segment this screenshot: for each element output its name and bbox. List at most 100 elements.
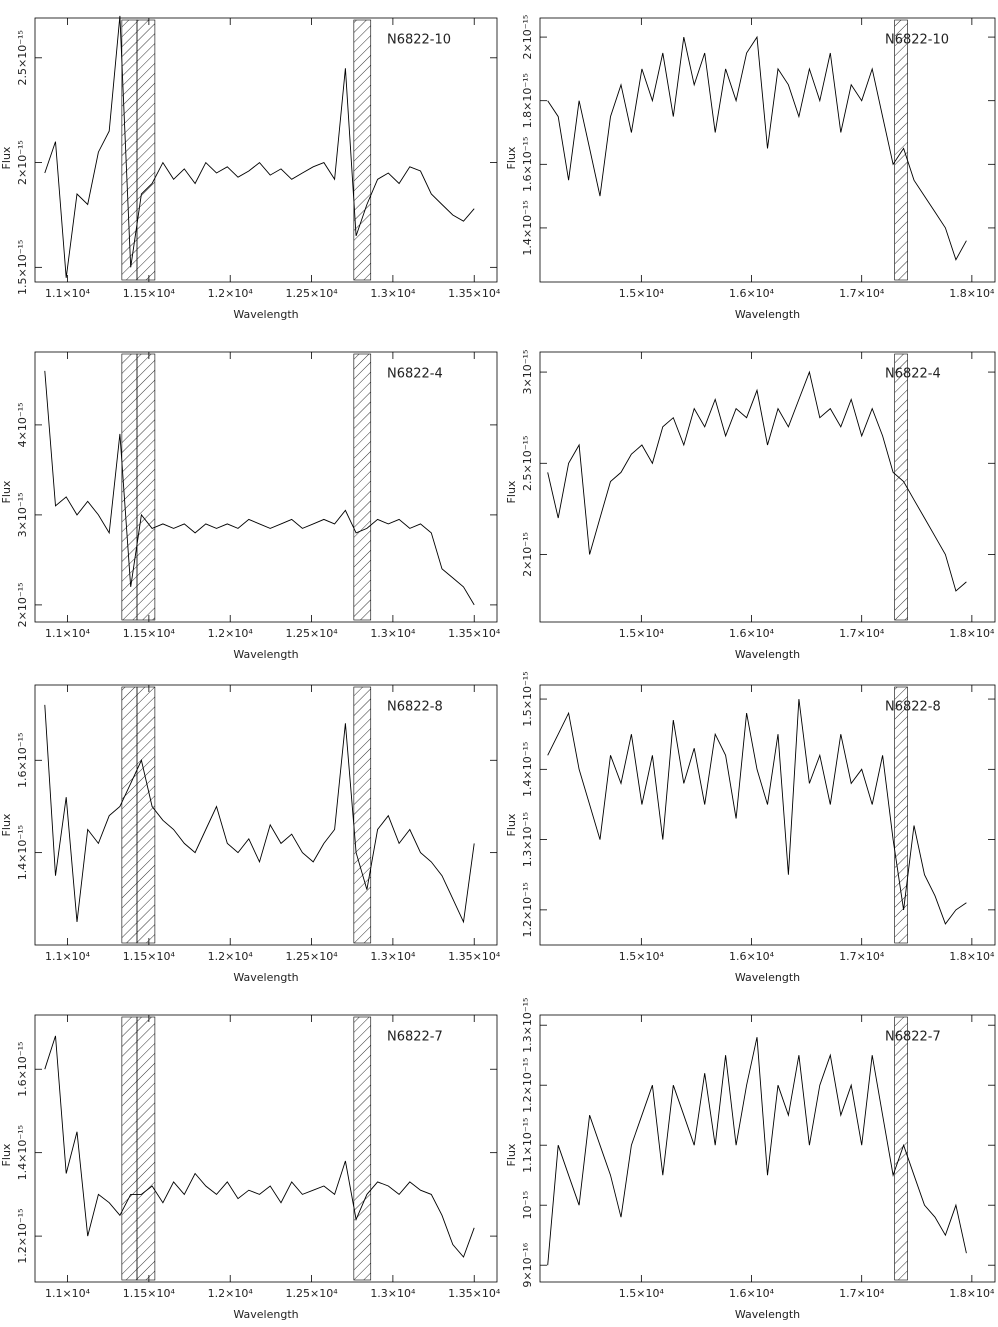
shaded-region — [136, 19, 156, 281]
y-tick-label: 4×10⁻¹⁵ — [16, 402, 29, 447]
panel-label: N6822-4 — [387, 367, 443, 382]
panel-label: N6822-7 — [885, 1030, 941, 1045]
x-axis-label: Wavelength — [233, 308, 298, 321]
shaded-region — [894, 353, 908, 621]
x-tick-label: 1.6×10⁴ — [729, 1287, 775, 1300]
plot-frame — [34, 351, 498, 623]
x-tick-label: 1.35×10⁴ — [448, 950, 501, 963]
shaded-region — [353, 353, 372, 621]
y-tick-label: 1.4×10⁻¹⁵ — [16, 1125, 29, 1180]
x-axis-label: Wavelength — [233, 648, 298, 661]
spectrum-line — [44, 15, 475, 278]
y-tick-label: 1.2×10⁻¹⁵ — [16, 1208, 29, 1263]
x-tick-label: 1.8×10⁴ — [949, 287, 995, 300]
spectrum-line — [44, 1035, 475, 1258]
panel-label: N6822-10 — [885, 33, 949, 48]
panel-label: N6822-7 — [387, 1030, 443, 1045]
y-tick-label: 1.5×10⁻¹⁵ — [521, 671, 534, 726]
plot-frame — [539, 684, 996, 946]
y-tick-label: 9×10⁻¹⁶ — [521, 1242, 534, 1287]
shaded-region — [121, 353, 138, 621]
y-tick-label: 3×10⁻¹⁵ — [521, 350, 534, 395]
x-tick-label: 1.5×10⁴ — [619, 287, 665, 300]
plot-frame — [34, 1014, 498, 1283]
y-axis-label: Flux — [505, 480, 518, 503]
shaded-region — [353, 1016, 372, 1281]
spectrum-line — [547, 35, 967, 261]
x-tick-label: 1.7×10⁴ — [839, 287, 885, 300]
y-tick-label: 1.6×10⁻¹⁵ — [16, 733, 29, 788]
x-tick-label: 1.3×10⁴ — [370, 950, 416, 963]
plot-frame — [539, 17, 996, 283]
x-axis-label: Wavelength — [233, 971, 298, 984]
x-axis-label: Wavelength — [735, 308, 800, 321]
spectrum-line — [44, 704, 475, 924]
shaded-region — [136, 353, 156, 621]
y-tick-label: 1.5×10⁻¹⁵ — [16, 240, 29, 295]
y-tick-label: 1.3×10⁻¹⁵ — [521, 998, 534, 1053]
y-tick-label: 1.4×10⁻¹⁵ — [521, 200, 534, 255]
x-axis-label: Wavelength — [735, 971, 800, 984]
panel-label: N6822-8 — [885, 700, 941, 715]
panel-label: N6822-10 — [387, 33, 451, 48]
x-tick-label: 1.5×10⁴ — [619, 1287, 665, 1300]
panel-label: N6822-4 — [885, 367, 941, 382]
spectrum-line — [547, 1037, 967, 1266]
shaded-region — [136, 686, 156, 944]
y-tick-label: 1.3×10⁻¹⁵ — [521, 812, 534, 867]
shaded-region — [121, 686, 138, 944]
x-axis-label: Wavelength — [233, 1308, 298, 1321]
shaded-region — [894, 686, 908, 944]
shaded-region — [894, 19, 908, 281]
y-tick-label: 2×10⁻¹⁵ — [521, 15, 534, 60]
plot-frame — [539, 351, 996, 623]
y-tick-label: 1.2×10⁻¹⁵ — [521, 882, 534, 937]
x-tick-label: 1.15×10⁴ — [123, 627, 176, 640]
y-tick-label: 1.4×10⁻¹⁵ — [521, 742, 534, 797]
y-axis-label: Flux — [505, 1143, 518, 1166]
y-tick-label: 2.5×10⁻¹⁵ — [521, 436, 534, 491]
panel-label: N6822-8 — [387, 700, 443, 715]
y-tick-label: 1.8×10⁻¹⁵ — [521, 73, 534, 128]
plot-frame — [539, 1014, 996, 1283]
y-tick-label: 1.4×10⁻¹⁵ — [16, 825, 29, 880]
y-axis-label: Flux — [0, 146, 13, 169]
spectrum-line — [547, 699, 967, 925]
x-tick-label: 1.2×10⁴ — [208, 627, 254, 640]
y-tick-label: 1.1×10⁻¹⁵ — [521, 1118, 534, 1173]
x-tick-label: 1.3×10⁴ — [370, 287, 416, 300]
x-tick-label: 1.3×10⁴ — [370, 1287, 416, 1300]
y-axis-label: Flux — [505, 813, 518, 836]
x-tick-label: 1.2×10⁴ — [208, 1287, 254, 1300]
shaded-region — [121, 1016, 138, 1281]
plot-frame — [34, 17, 498, 283]
x-tick-label: 1.15×10⁴ — [123, 950, 176, 963]
x-tick-label: 1.35×10⁴ — [448, 287, 501, 300]
y-axis-label: Flux — [0, 480, 13, 503]
x-tick-label: 1.25×10⁴ — [285, 287, 338, 300]
x-tick-label: 1.5×10⁴ — [619, 627, 665, 640]
x-tick-label: 1.5×10⁴ — [619, 950, 665, 963]
y-tick-label: 2×10⁻¹⁵ — [16, 140, 29, 185]
x-tick-label: 1.6×10⁴ — [729, 950, 775, 963]
x-tick-label: 1.2×10⁴ — [208, 950, 254, 963]
x-tick-label: 1.7×10⁴ — [839, 1287, 885, 1300]
x-tick-label: 1.7×10⁴ — [839, 950, 885, 963]
x-tick-label: 1.8×10⁴ — [949, 627, 995, 640]
shaded-region — [353, 19, 372, 281]
x-tick-label: 1.25×10⁴ — [285, 627, 338, 640]
x-tick-label: 1.1×10⁴ — [45, 950, 91, 963]
x-tick-label: 1.2×10⁴ — [208, 287, 254, 300]
spectrum-line — [547, 370, 967, 592]
y-axis-label: Flux — [505, 146, 518, 169]
x-tick-label: 1.1×10⁴ — [45, 1287, 91, 1300]
x-tick-label: 1.15×10⁴ — [123, 287, 176, 300]
y-tick-label: 10⁻¹⁵ — [521, 1191, 534, 1220]
y-tick-label: 2×10⁻¹⁵ — [521, 532, 534, 577]
x-tick-label: 1.6×10⁴ — [729, 287, 775, 300]
x-tick-label: 1.25×10⁴ — [285, 1287, 338, 1300]
y-tick-label: 2×10⁻¹⁵ — [16, 582, 29, 627]
x-axis-label: Wavelength — [735, 648, 800, 661]
spectrum-line — [44, 370, 475, 606]
